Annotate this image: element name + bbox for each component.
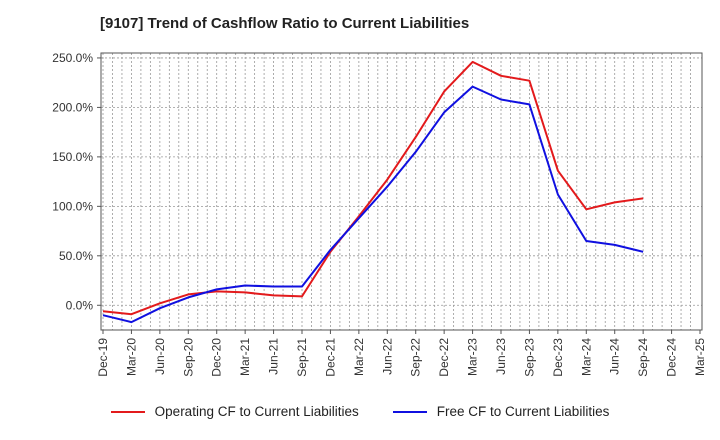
grid-lines	[101, 53, 702, 330]
x-tick-label: Mar-25	[693, 338, 707, 376]
x-tick-label: Dec-20	[210, 338, 224, 377]
y-tick-label: 150.0%	[52, 150, 93, 164]
x-tick-label: Sep-22	[409, 338, 423, 377]
chart-title: [9107] Trend of Cashflow Ratio to Curren…	[100, 15, 470, 32]
x-tick-label: Dec-24	[665, 338, 679, 377]
series-lines	[102, 60, 644, 324]
x-tick-label: Jun-22	[380, 338, 394, 375]
x-tick-label: Dec-22	[437, 338, 451, 377]
y-axis-ticks: 250.0% 200.0% 150.0% 100.0% 50.0% 0.0%	[52, 51, 101, 312]
x-tick-label: Mar-23	[466, 338, 480, 376]
x-tick-label: Jun-21	[267, 338, 281, 375]
y-tick-label: 0.0%	[66, 298, 94, 312]
legend-swatch-operating-cf	[110, 410, 145, 413]
x-axis-ticks: Dec-19 Mar-20 Jun-20 Sep-20 Dec-20 Mar-21 Jun-…	[96, 330, 707, 377]
x-tick-label: Jun-20	[153, 338, 167, 375]
plot-area-border	[100, 52, 703, 331]
x-tick-label: Mar-22	[352, 338, 366, 376]
x-tick-label: Jun-23	[494, 338, 508, 375]
x-tick-label: Dec-21	[323, 338, 337, 377]
x-tick-label: Dec-19	[96, 338, 110, 377]
legend: Operating CF to Current Liabilities Free…	[0, 404, 720, 419]
x-tick-label: Sep-20	[181, 338, 195, 377]
y-tick-label: 200.0%	[52, 100, 93, 114]
legend-item-operating-cf: Operating CF to Current Liabilities	[110, 404, 359, 419]
series-line-free-cf	[102, 85, 644, 324]
x-tick-label: Sep-24	[636, 338, 650, 377]
y-tick-label: 50.0%	[59, 249, 93, 263]
y-tick-label: 250.0%	[52, 51, 93, 65]
x-tick-label: Jun-24	[608, 338, 622, 375]
x-tick-label: Sep-21	[295, 338, 309, 377]
x-tick-label: Sep-23	[522, 338, 536, 377]
series-line-operating-cf	[102, 60, 644, 316]
x-tick-label: Mar-24	[579, 338, 593, 376]
legend-label-free-cf: Free CF to Current Liabilities	[436, 404, 610, 419]
x-tick-label: Mar-21	[238, 338, 252, 376]
x-tick-label: Mar-20	[124, 338, 138, 376]
legend-item-free-cf: Free CF to Current Liabilities	[392, 404, 610, 419]
legend-label-operating-cf: Operating CF to Current Liabilities	[154, 404, 359, 419]
y-tick-label: 100.0%	[52, 199, 93, 213]
x-tick-label: Dec-23	[551, 338, 565, 377]
legend-swatch-free-cf	[392, 410, 427, 413]
